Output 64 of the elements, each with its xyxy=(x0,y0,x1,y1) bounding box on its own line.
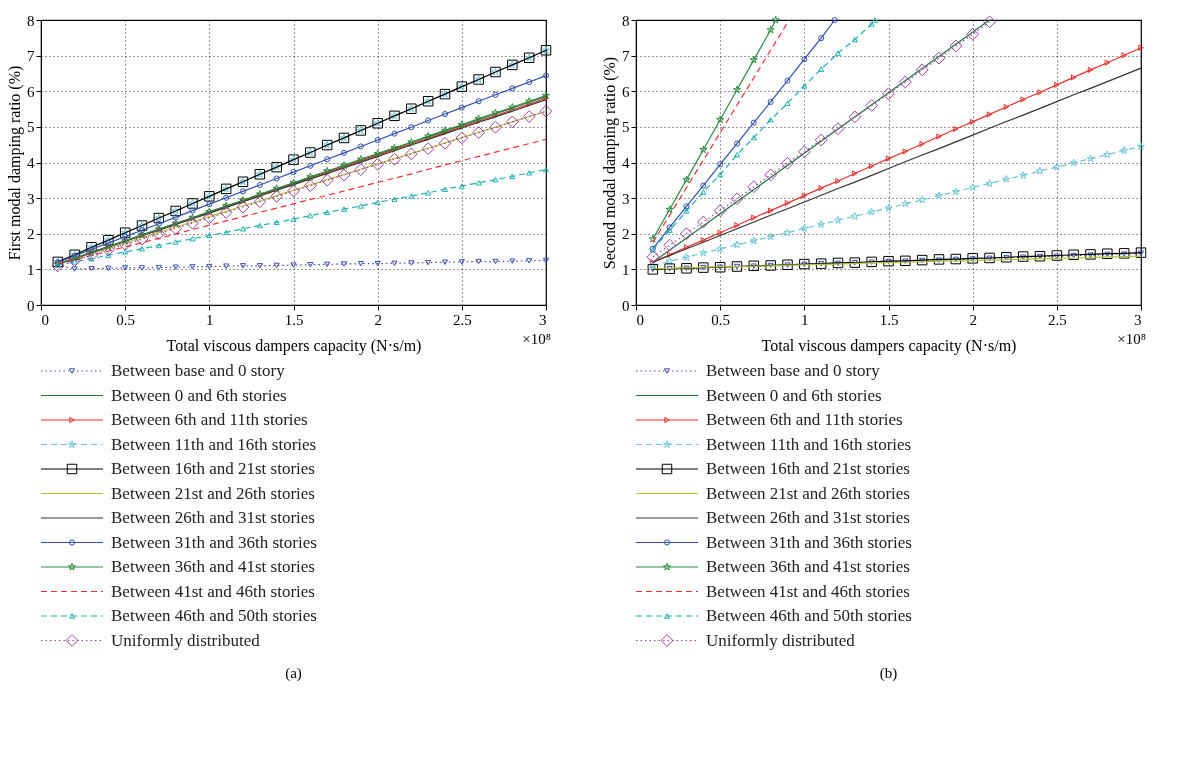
x-axis-title: Total viscous dampers capacity (N·s/m) xyxy=(166,336,422,355)
legend-label: Between 21st and 26th stories xyxy=(706,483,910,503)
x-tick-label: 1 xyxy=(206,311,214,328)
text: ×10⁸ xyxy=(1117,331,1146,347)
legend-label: Uniformly distributed xyxy=(706,630,856,650)
x-tick-label: 1.5 xyxy=(879,311,899,328)
x-tick-label: 2.5 xyxy=(1047,311,1067,328)
legend-label: Between 41st and 46th stories xyxy=(706,581,910,601)
legend-label: Between 46th and 50th stories xyxy=(706,606,912,625)
y-axis-title: First modal damping ratio (%) xyxy=(6,65,24,261)
y-tick-label: 5 xyxy=(622,119,630,136)
legend-label: Between 36th and 41st stories xyxy=(111,557,315,576)
x-tick-label: 1.5 xyxy=(284,311,304,328)
legend-label: Between 0 and 6th stories xyxy=(111,385,287,405)
y-tick-label: 3 xyxy=(27,190,35,207)
text: (a) xyxy=(285,665,302,682)
x-tick-label: 0 xyxy=(636,311,644,328)
text: (b) xyxy=(879,665,898,682)
x-tick-label: 0.5 xyxy=(711,311,731,328)
legend-label: Between base and 0 story xyxy=(111,361,286,380)
y-tick-label: 3 xyxy=(622,190,630,207)
legend-label: Between 41st and 46th stories xyxy=(111,581,315,601)
y-tick-label: 2 xyxy=(622,226,630,243)
legend-label: Between 0 and 6th stories xyxy=(706,385,882,405)
x-tick-label: 3 xyxy=(539,311,547,328)
y-axis-title: Second modal damping ratio (%) xyxy=(601,56,619,270)
legend-label: Between 21st and 26th stories xyxy=(111,483,315,503)
x-tick-label: 1 xyxy=(801,311,809,328)
y-tick-label: 8 xyxy=(27,12,35,29)
legend-label: Between 6th and 11th stories xyxy=(111,410,308,429)
y-tick-label: 6 xyxy=(622,83,630,100)
legend-label: Between 36th and 41st stories xyxy=(706,557,910,576)
legend-label: Between 11th and 16th stories xyxy=(706,434,912,454)
legend-label: Between 6th and 11th stories xyxy=(706,410,903,429)
legend-label: Between 26th and 31st stories xyxy=(111,508,315,527)
x-tick-label: 0.5 xyxy=(116,311,136,328)
legend-label: Between 16th and 21st stories xyxy=(111,459,315,478)
y-tick-label: 1 xyxy=(622,261,630,278)
text: ×10⁸ xyxy=(522,331,551,347)
y-tick-label: 5 xyxy=(27,119,35,136)
legend-label: Uniformly distributed xyxy=(111,630,261,650)
y-tick-label: 7 xyxy=(622,48,630,65)
x-tick-label: 2 xyxy=(969,311,977,328)
x-axis-title: Total viscous dampers capacity (N·s/m) xyxy=(761,336,1017,355)
y-tick-label: 8 xyxy=(622,12,630,29)
y-tick-label: 6 xyxy=(27,83,35,100)
x-tick-label: 3 xyxy=(1134,311,1142,328)
legend-label: Between base and 0 story xyxy=(706,361,881,380)
y-tick-label: 1 xyxy=(27,261,35,278)
y-tick-label: 4 xyxy=(27,155,35,171)
legend-label: Between 11th and 16th stories xyxy=(111,434,317,454)
legend-label: Between 46th and 50th stories xyxy=(111,606,317,625)
x-tick-label: 2 xyxy=(374,311,382,328)
legend-label: Between 31th and 36th stories xyxy=(706,532,912,552)
y-tick-label: 2 xyxy=(27,226,35,243)
y-tick-label: 0 xyxy=(27,297,35,314)
y-tick-label: 0 xyxy=(622,297,630,314)
y-tick-label: 4 xyxy=(622,155,630,171)
x-tick-label: 0 xyxy=(41,311,49,328)
y-tick-label: 7 xyxy=(27,48,35,65)
legend-label: Between 16th and 21st stories xyxy=(706,459,910,478)
x-tick-label: 2.5 xyxy=(452,311,472,328)
legend-label: Between 31th and 36th stories xyxy=(111,532,317,552)
legend-label: Between 26th and 31st stories xyxy=(706,508,910,527)
